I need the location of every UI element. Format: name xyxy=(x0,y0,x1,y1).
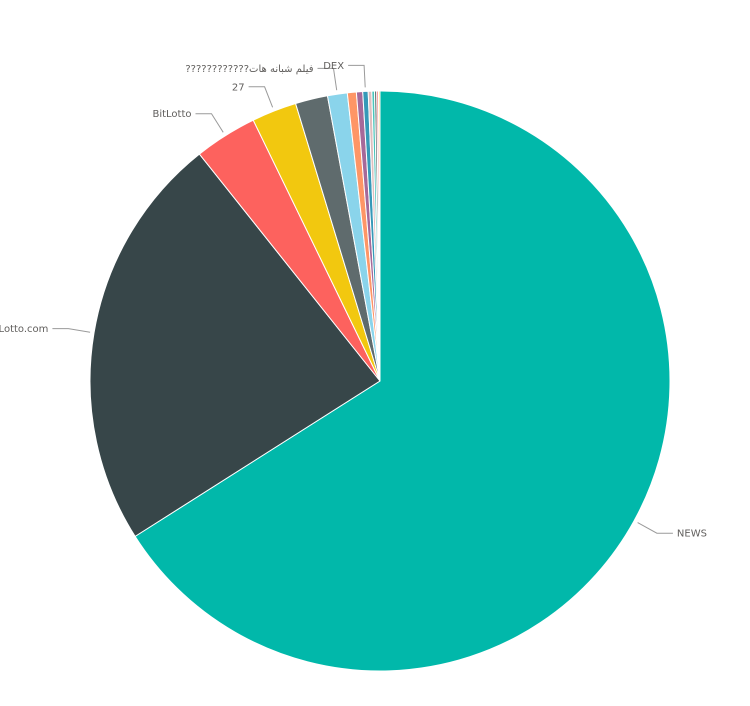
slice-labels: NEWS BitLotto.com BitLotto 27 ????????????فی… xyxy=(0,61,707,540)
leader-line-2 xyxy=(195,113,224,133)
leader-line-0 xyxy=(637,522,673,534)
leader-line-1 xyxy=(52,328,91,333)
slice-label-8: DEX xyxy=(323,61,344,72)
leader-lines xyxy=(52,64,673,534)
leader-line-5 xyxy=(317,67,338,91)
pie-slice-13[interactable] xyxy=(378,90,381,382)
slice-label-1: BitLotto.com xyxy=(0,324,48,335)
pie-slice-1[interactable] xyxy=(89,153,381,537)
leader-line-3 xyxy=(248,86,274,108)
pie-slices xyxy=(89,90,671,672)
leader-line-8 xyxy=(348,64,366,88)
slice-label-2: BitLotto xyxy=(152,109,191,120)
pie-slice-0[interactable] xyxy=(134,90,671,672)
slice-label-0: NEWS xyxy=(677,529,707,540)
slice-label-3: 27 xyxy=(232,82,245,93)
slice-label-5: ????????????فیلم شبانه هات xyxy=(185,64,313,75)
